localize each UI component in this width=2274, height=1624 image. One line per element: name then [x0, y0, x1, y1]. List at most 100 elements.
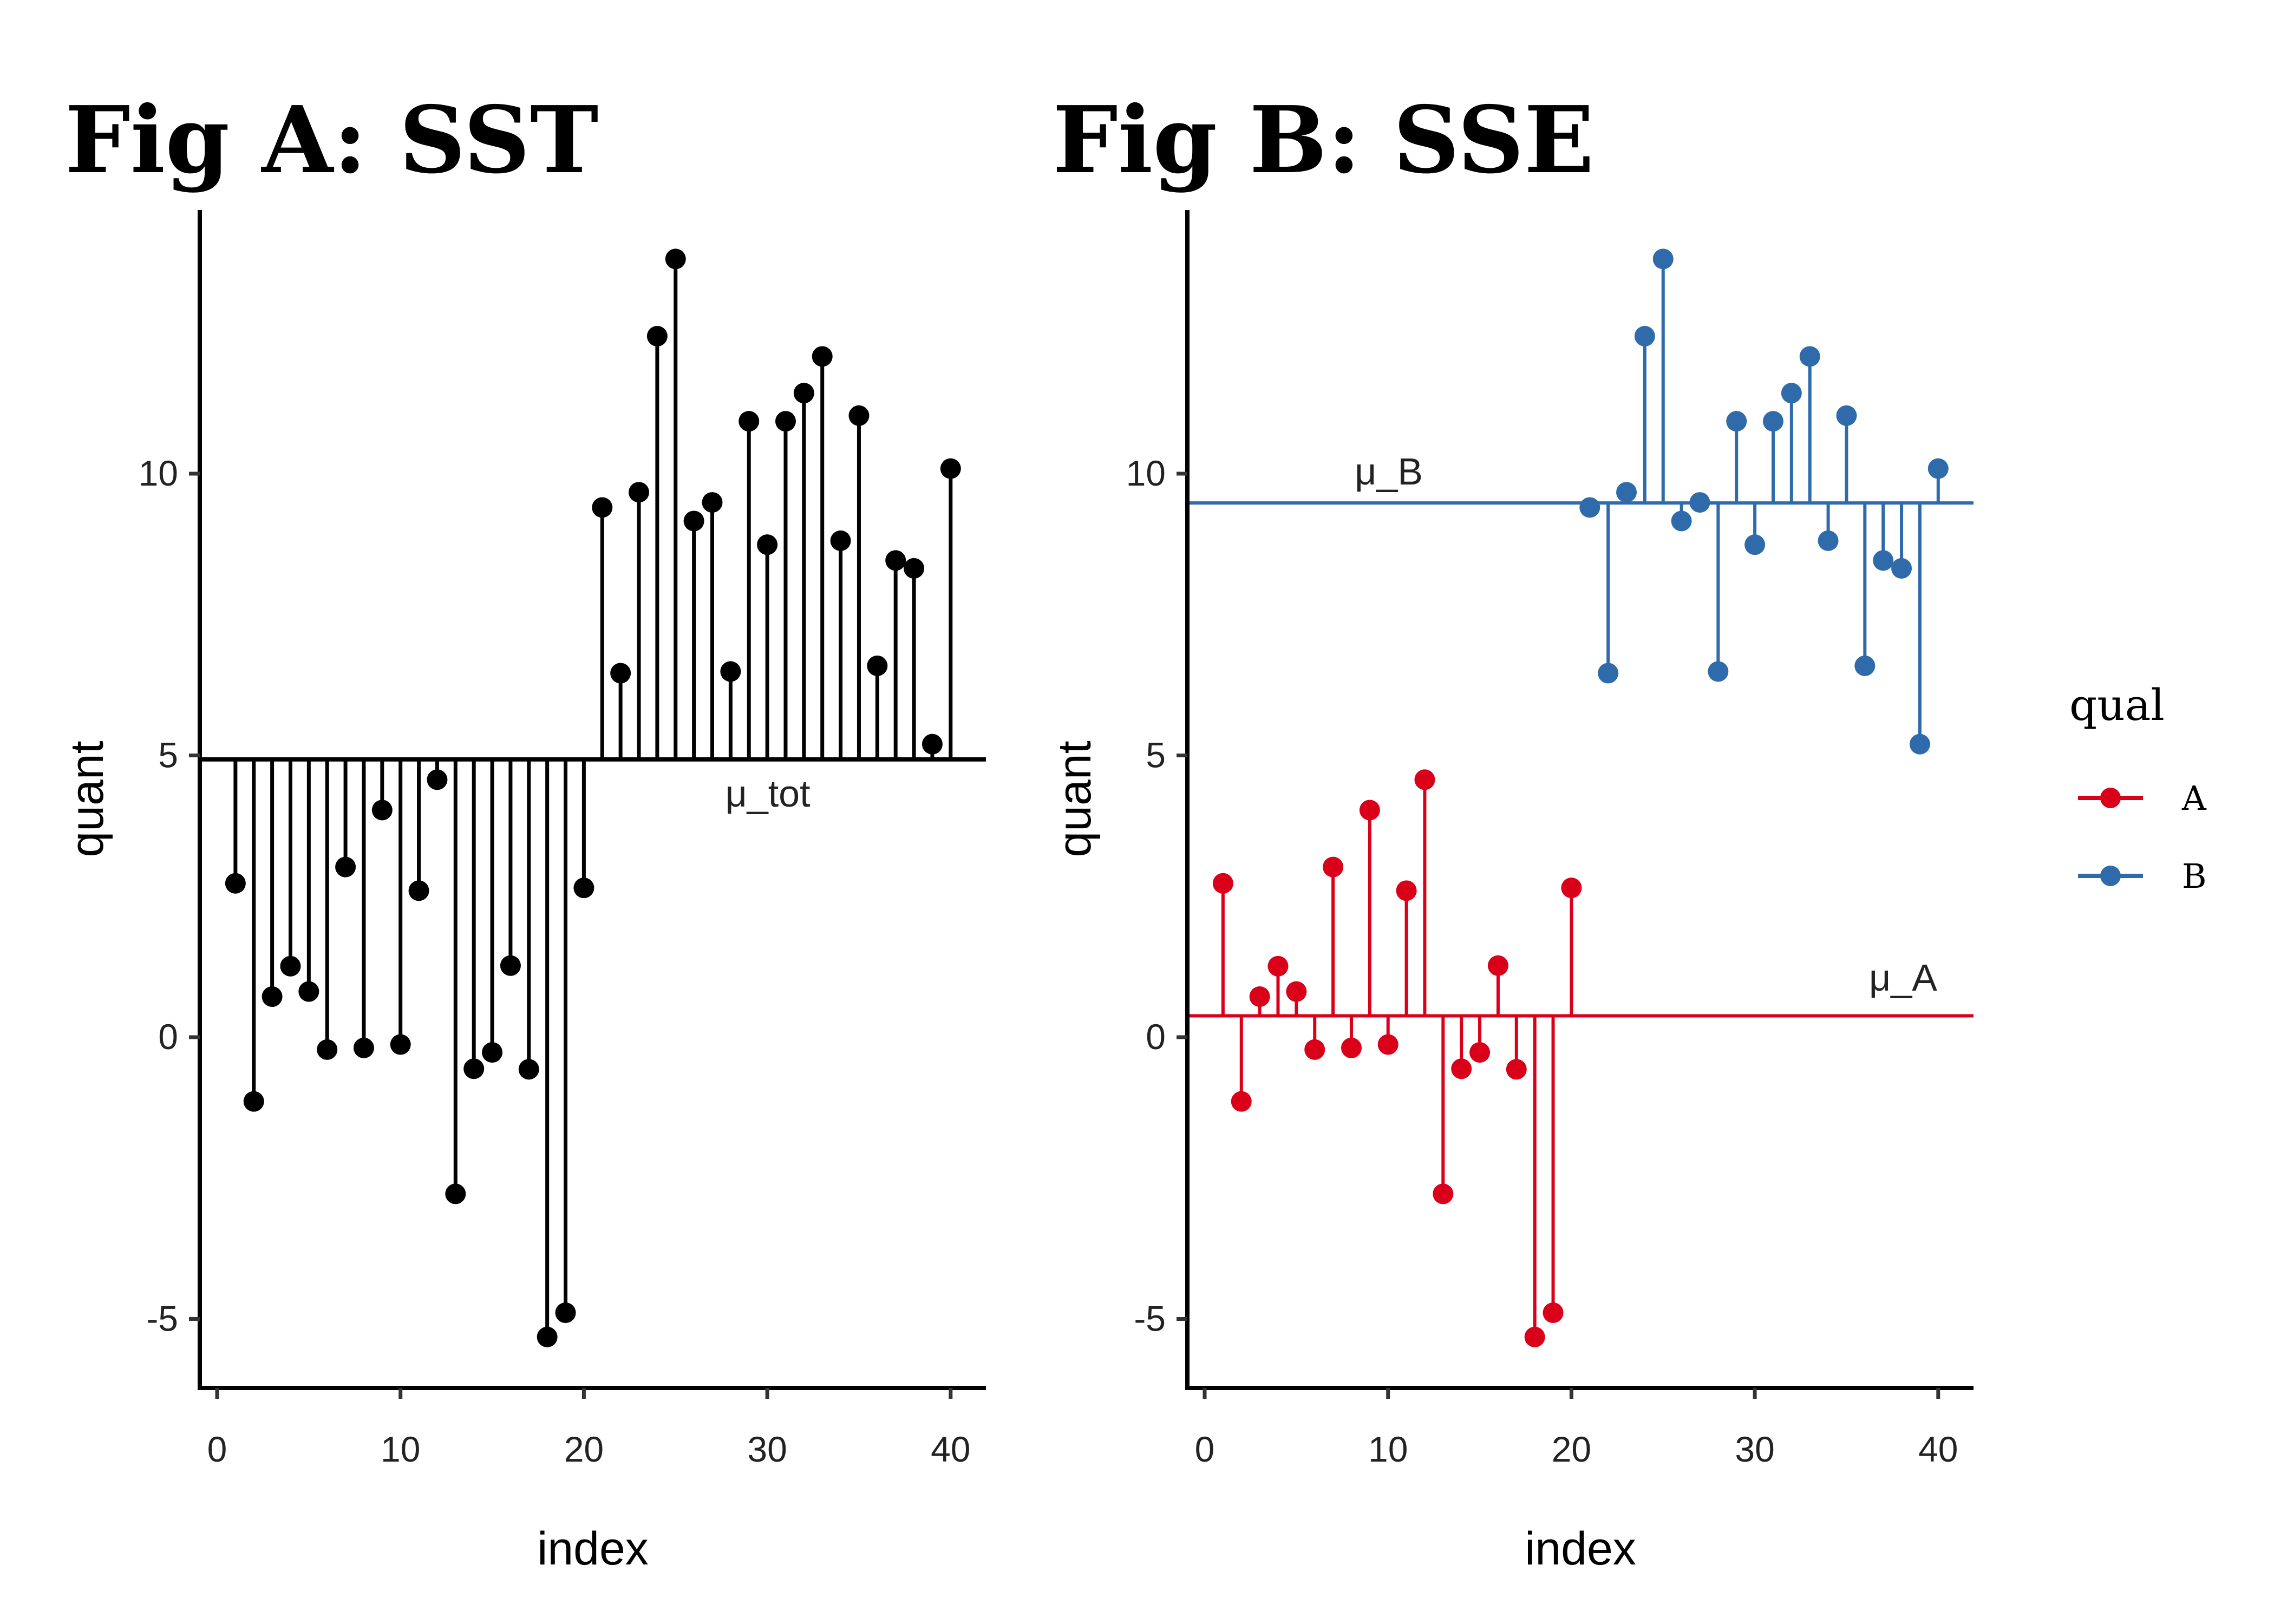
- point-b-32[interactable]: [1781, 383, 1802, 404]
- point-b-36[interactable]: [1854, 655, 1876, 676]
- point-all-35[interactable]: [848, 405, 870, 426]
- point-b-21[interactable]: [1579, 497, 1600, 518]
- point-all-19[interactable]: [555, 1302, 576, 1324]
- point-b-30[interactable]: [1744, 534, 1766, 555]
- point-all-1[interactable]: [225, 873, 246, 894]
- point-a-20[interactable]: [1561, 878, 1582, 899]
- point-all-17[interactable]: [518, 1059, 539, 1080]
- point-all-6[interactable]: [317, 1039, 338, 1060]
- point-b-27[interactable]: [1689, 492, 1710, 513]
- point-all-27[interactable]: [702, 492, 723, 513]
- point-all-31[interactable]: [775, 411, 796, 432]
- point-all-5[interactable]: [298, 981, 319, 1002]
- point-all-25[interactable]: [665, 248, 686, 270]
- point-b-33[interactable]: [1799, 346, 1820, 367]
- point-b-24[interactable]: [1634, 325, 1655, 346]
- point-a-4[interactable]: [1267, 955, 1289, 977]
- point-all-15[interactable]: [482, 1042, 503, 1063]
- panel-b-ticks: 0 10 20 30 40 -5 0 5 10: [1126, 453, 1958, 1469]
- point-b-34[interactable]: [1818, 530, 1839, 551]
- point-all-40[interactable]: [940, 458, 961, 479]
- x-tick-label: 30: [747, 1429, 787, 1469]
- x-tick-label: 40: [1918, 1429, 1958, 1469]
- point-all-16[interactable]: [500, 955, 521, 976]
- point-a-9[interactable]: [1359, 800, 1380, 821]
- point-all-38[interactable]: [904, 558, 925, 579]
- y-tick-label: -5: [1134, 1299, 1166, 1339]
- point-a-14[interactable]: [1451, 1058, 1472, 1079]
- x-tick-label: 30: [1735, 1429, 1774, 1469]
- point-b-28[interactable]: [1708, 661, 1729, 682]
- point-all-3[interactable]: [262, 986, 283, 1007]
- mu-tot-label: μ_tot: [725, 772, 810, 815]
- point-all-7[interactable]: [335, 856, 356, 878]
- legend-key-a-dot: [2100, 788, 2121, 808]
- point-all-29[interactable]: [739, 411, 760, 432]
- point-all-28[interactable]: [720, 661, 741, 682]
- panel-b: Fig B: SSE 0 10 20 30 40 -5 0 5 10 index quant μ…: [1049, 86, 1974, 1575]
- point-b-29[interactable]: [1726, 411, 1747, 432]
- panel-a-marks: [200, 248, 986, 1347]
- legend-item-a[interactable]: A: [2078, 778, 2207, 818]
- point-all-24[interactable]: [646, 325, 668, 346]
- legend: qual A B: [2069, 680, 2207, 896]
- panel-b-title: Fig B: SSE: [1053, 86, 1594, 194]
- point-a-7[interactable]: [1323, 856, 1344, 878]
- point-all-36[interactable]: [867, 655, 888, 676]
- point-a-10[interactable]: [1377, 1034, 1399, 1055]
- point-b-35[interactable]: [1836, 405, 1857, 426]
- point-a-17[interactable]: [1506, 1059, 1527, 1080]
- y-tick-label: 10: [139, 453, 178, 493]
- x-tick-label: 10: [381, 1429, 420, 1469]
- point-a-15[interactable]: [1469, 1042, 1491, 1063]
- panel-a-title: Fig A: SST: [65, 86, 598, 194]
- panel-a-y-label: quant: [61, 741, 113, 857]
- point-all-22[interactable]: [610, 663, 631, 684]
- point-b-40[interactable]: [1927, 458, 1949, 479]
- point-a-3[interactable]: [1249, 986, 1270, 1007]
- point-all-26[interactable]: [683, 510, 704, 532]
- point-a-11[interactable]: [1396, 880, 1417, 901]
- point-b-31[interactable]: [1762, 411, 1783, 432]
- point-b-26[interactable]: [1671, 510, 1692, 532]
- point-all-2[interactable]: [243, 1091, 264, 1112]
- point-all-37[interactable]: [885, 550, 906, 571]
- y-tick-label: -5: [146, 1299, 178, 1339]
- point-all-33[interactable]: [812, 346, 833, 367]
- point-all-13[interactable]: [445, 1183, 466, 1204]
- point-all-9[interactable]: [371, 800, 393, 821]
- point-all-18[interactable]: [537, 1326, 558, 1347]
- point-b-23[interactable]: [1616, 482, 1637, 503]
- point-a-12[interactable]: [1414, 769, 1435, 790]
- point-all-21[interactable]: [592, 497, 613, 518]
- point-all-39[interactable]: [922, 734, 943, 755]
- y-tick-label: 0: [158, 1017, 178, 1057]
- point-all-10[interactable]: [390, 1034, 411, 1055]
- point-all-23[interactable]: [629, 482, 650, 503]
- point-all-34[interactable]: [830, 530, 851, 551]
- point-all-20[interactable]: [573, 878, 594, 899]
- point-a-1[interactable]: [1212, 873, 1233, 894]
- point-a-16[interactable]: [1487, 955, 1508, 976]
- point-a-6[interactable]: [1304, 1039, 1325, 1060]
- point-b-38[interactable]: [1891, 558, 1912, 579]
- point-a-13[interactable]: [1433, 1183, 1454, 1204]
- point-all-11[interactable]: [408, 880, 429, 901]
- point-all-4[interactable]: [280, 955, 301, 977]
- legend-item-b[interactable]: B: [2078, 856, 2207, 896]
- point-b-39[interactable]: [1909, 734, 1930, 755]
- point-a-2[interactable]: [1231, 1091, 1252, 1112]
- point-a-5[interactable]: [1286, 981, 1307, 1002]
- point-all-12[interactable]: [427, 769, 448, 790]
- point-b-22[interactable]: [1598, 663, 1619, 684]
- point-a-19[interactable]: [1543, 1302, 1564, 1324]
- point-b-37[interactable]: [1873, 550, 1894, 571]
- point-b-25[interactable]: [1652, 248, 1674, 270]
- panel-b-marks: [1187, 248, 1974, 1347]
- point-all-8[interactable]: [353, 1037, 374, 1058]
- point-all-14[interactable]: [463, 1058, 485, 1079]
- point-a-8[interactable]: [1341, 1037, 1362, 1058]
- point-all-32[interactable]: [793, 383, 814, 404]
- point-all-30[interactable]: [757, 534, 778, 555]
- point-a-18[interactable]: [1524, 1326, 1545, 1347]
